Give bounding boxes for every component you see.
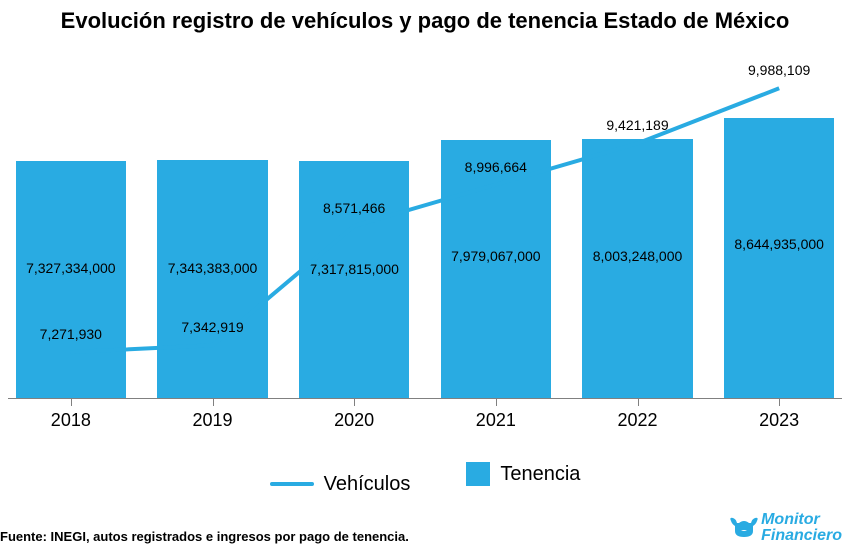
x-label-2021: 2021 (476, 410, 516, 431)
x-tick (779, 398, 780, 406)
brand-logo: Monitor Financiero (727, 512, 842, 544)
logo-line2: Financiero (761, 528, 842, 544)
x-label-2019: 2019 (192, 410, 232, 431)
line-value-label: 8,571,466 (323, 200, 385, 216)
chart-title: Evolución registro de vehículos y pago d… (0, 8, 850, 34)
x-label-2018: 2018 (51, 410, 91, 431)
legend-item-vehículos: Vehículos (270, 473, 411, 496)
line-value-label: 9,421,189 (606, 117, 668, 133)
x-axis: 2018 2019 2020 2021 2022 2023 (0, 398, 850, 438)
x-tick (71, 398, 72, 406)
logo-text: Monitor Financiero (761, 512, 842, 544)
x-tick (496, 398, 497, 406)
line-value-label: 9,988,109 (748, 62, 810, 78)
x-label-2023: 2023 (759, 410, 799, 431)
x-label-2020: 2020 (334, 410, 374, 431)
legend-square-swatch (466, 462, 490, 486)
bull-icon (727, 513, 761, 543)
x-tick (213, 398, 214, 406)
x-axis-line (8, 398, 842, 399)
legend-label: Tenencia (500, 463, 580, 486)
line-value-label: 7,271,930 (40, 326, 102, 342)
line-series-vehiculos (0, 58, 850, 398)
x-tick (638, 398, 639, 406)
x-tick (354, 398, 355, 406)
line-value-label: 8,996,664 (465, 159, 527, 175)
legend: Vehículos Tenencia (0, 462, 850, 496)
chart-container: Evolución registro de vehículos y pago d… (0, 0, 850, 550)
source-text: Fuente: INEGI, autos registrados e ingre… (0, 529, 409, 544)
line-path (71, 88, 779, 352)
line-value-label: 7,342,919 (181, 319, 243, 335)
plot-region: 7,327,334,0007,343,383,0007,317,815,0007… (0, 58, 850, 398)
legend-item-tenencia: Tenencia (466, 462, 580, 486)
legend-label: Vehículos (324, 473, 411, 496)
legend-line-swatch (270, 482, 314, 486)
x-label-2022: 2022 (617, 410, 657, 431)
logo-line1: Monitor (761, 512, 842, 528)
chart-area: 7,327,334,0007,343,383,0007,317,815,0007… (0, 58, 850, 438)
